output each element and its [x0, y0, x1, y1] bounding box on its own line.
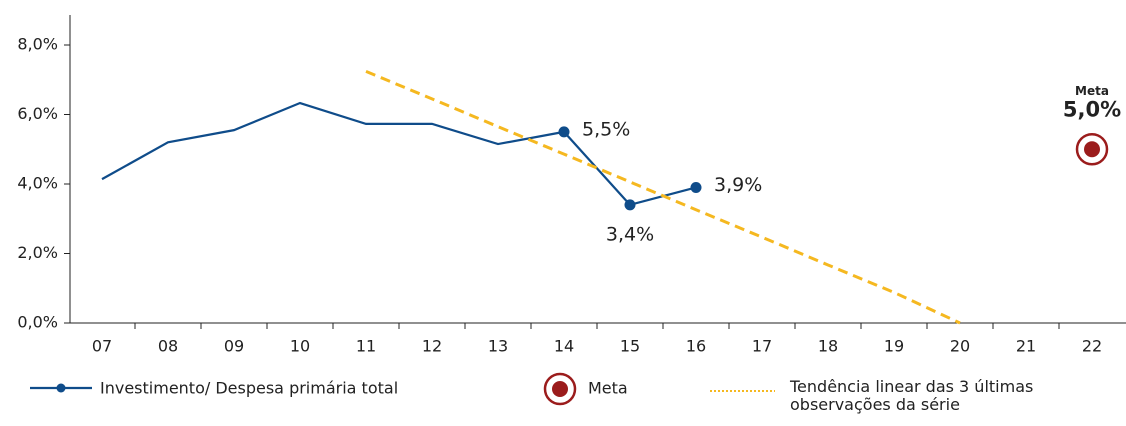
data-point [690, 181, 702, 193]
legend-meta-dot [552, 381, 568, 397]
x-tick-label: 09 [224, 337, 244, 356]
x-tick-label: 16 [686, 337, 706, 356]
x-tick-label: 14 [554, 337, 574, 356]
x-tick-label: 10 [290, 337, 310, 356]
y-tick-label: 6,0% [17, 104, 58, 123]
x-tick-label: 07 [92, 337, 112, 356]
legend-label: Investimento/ Despesa primária total [100, 379, 398, 398]
trend-line [365, 70, 961, 325]
legend-label: Meta [588, 379, 628, 398]
x-tick-label: 08 [158, 337, 178, 356]
x-tick-label: 12 [422, 337, 442, 356]
x-tick-label: 17 [752, 337, 772, 356]
data-point [558, 126, 570, 138]
x-tick-label: 15 [620, 337, 640, 356]
meta-dot [1084, 141, 1100, 158]
x-tick-label: 11 [356, 337, 376, 356]
data-label: 5,0% [1063, 97, 1121, 121]
y-tick-label: 4,0% [17, 174, 58, 193]
legend-label: Tendência linear das 3 últimas observaçõ… [790, 377, 1034, 414]
x-tick-label: 20 [950, 337, 970, 356]
series-line [101, 101, 697, 207]
x-tick-label: 21 [1016, 337, 1036, 356]
data-point [624, 199, 636, 211]
legend-dot [56, 383, 66, 393]
x-tick-label: 22 [1082, 337, 1102, 356]
y-tick-label: 0,0% [17, 313, 58, 332]
data-label: 3,4% [606, 223, 654, 245]
x-tick-label: 18 [818, 337, 838, 356]
x-tick-label: 19 [884, 337, 904, 356]
y-tick-label: 2,0% [17, 243, 58, 262]
data-label: 5,5% [582, 118, 630, 140]
annotation: Meta [1075, 84, 1109, 98]
data-label: 3,9% [714, 174, 762, 196]
x-tick-label: 13 [488, 337, 508, 356]
y-tick-label: 8,0% [17, 35, 58, 54]
